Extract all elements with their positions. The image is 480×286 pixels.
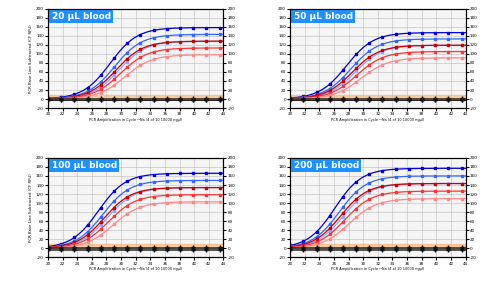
X-axis label: PCR Amplification in Cycle ²³Na (4 of 10 10000 ngμl): PCR Amplification in Cycle ²³Na (4 of 10… (89, 118, 182, 122)
Text: 20 μL blood: 20 μL blood (51, 11, 110, 21)
X-axis label: PCR Amplification in Cycle ²³Na (4 of 10 10000 ngμl): PCR Amplification in Cycle ²³Na (4 of 10… (331, 118, 424, 122)
Bar (290, 244, 466, 248)
X-axis label: PCR Amplification in Cycle ²³Na (4 of 10 10000 ngμl): PCR Amplification in Cycle ²³Na (4 of 10… (89, 267, 182, 271)
Bar (48, 244, 224, 248)
Y-axis label: PCR Base Line Subtracted (CF RFU): PCR Base Line Subtracted (CF RFU) (29, 24, 33, 93)
Y-axis label: PCR Base Line Subtracted (CF RFU): PCR Base Line Subtracted (CF RFU) (29, 173, 33, 242)
X-axis label: PCR Amplification in Cycle ²³Na (4 of 10 10000 ngμl): PCR Amplification in Cycle ²³Na (4 of 10… (331, 267, 424, 271)
Text: 50 μL blood: 50 μL blood (294, 11, 353, 21)
Bar (290, 95, 466, 99)
Bar (48, 95, 224, 99)
Text: 100 μL blood: 100 μL blood (51, 161, 117, 170)
Text: 200 μL blood: 200 μL blood (294, 161, 359, 170)
